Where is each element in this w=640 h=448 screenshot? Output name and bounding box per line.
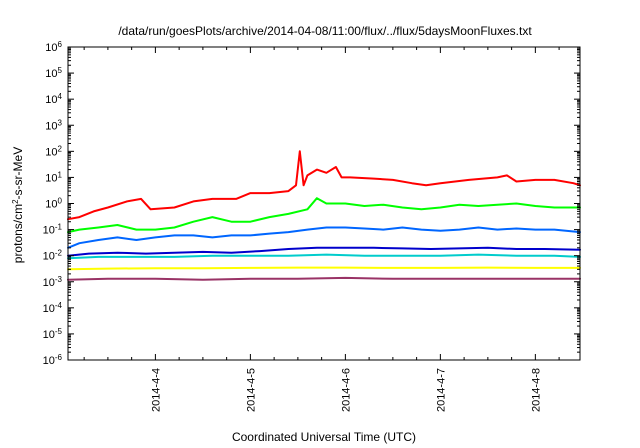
y-tick-label: 103	[45, 118, 62, 133]
y-tick-label-exponent: -4	[55, 300, 63, 309]
y-tick-label: 104	[45, 92, 62, 107]
y-tick-label-base: 10	[45, 94, 57, 106]
series-line	[67, 197, 581, 234]
y-axis-ticks: 10-610-510-410-310-210-11001011021031041…	[43, 40, 580, 368]
y-tick-label-exponent: 0	[58, 196, 63, 205]
y-tick-label-exponent: 5	[58, 66, 63, 75]
y-tick-label: 10-4	[43, 300, 63, 315]
y-tick-label-exponent: -3	[55, 274, 63, 283]
y-tick-label: 105	[45, 66, 62, 81]
y-tick-label-base: 10	[45, 68, 57, 80]
chart-title: /data/run/goesPlots/archive/2014-04-08/1…	[118, 24, 532, 38]
series-line	[67, 253, 581, 260]
x-tick-label: 2014-4-6	[340, 368, 352, 412]
series-line	[67, 266, 581, 271]
x-tick-label: 2014-4-8	[530, 368, 542, 412]
y-tick-label-exponent: 2	[58, 144, 63, 153]
y-tick-label-exponent: 6	[58, 40, 63, 49]
y-tick-label-base: 10	[43, 251, 55, 263]
series-line	[67, 276, 581, 281]
y-tick-label-base: 10	[43, 225, 55, 237]
y-tick-label-exponent: -1	[55, 222, 63, 231]
y-tick-label-exponent: -6	[55, 353, 63, 362]
y-tick-label-base: 10	[43, 329, 55, 341]
y-axis-label-exponent: 2	[11, 199, 20, 204]
y-tick-label-base: 10	[43, 277, 55, 289]
series-line	[67, 246, 581, 257]
x-tick-label: 2014-4-7	[435, 368, 447, 412]
y-tick-label: 100	[45, 196, 62, 211]
y-axis-label: protons/cm2-s-sr-MeV	[11, 147, 26, 263]
y-tick-label-base: 10	[45, 120, 57, 132]
y-tick-label-exponent: 4	[58, 92, 63, 101]
y-tick-label-exponent: 3	[58, 118, 63, 127]
y-tick-label-exponent: -5	[55, 326, 63, 335]
y-tick-label-exponent: -2	[55, 248, 63, 257]
y-tick-label-base: 10	[45, 199, 57, 211]
y-tick-label: 10-5	[43, 326, 63, 341]
series-line	[67, 150, 581, 221]
y-tick-label-exponent: 1	[58, 170, 63, 179]
x-tick-label: 2014-4-4	[150, 368, 162, 412]
y-tick-label-base: 10	[45, 172, 57, 184]
y-tick-label: 10-6	[43, 353, 63, 368]
y-axis-label-unit: -s-sr-MeV	[11, 147, 25, 200]
y-tick-label: 102	[45, 144, 62, 159]
y-tick-label-base: 10	[43, 303, 55, 315]
y-tick-label: 10-2	[43, 248, 63, 263]
y-tick-label-base: 10	[45, 146, 57, 158]
y-tick-label: 106	[45, 40, 62, 55]
x-axis-ticks: 2014-4-4 2014-4-5 2014-4-6 2014-4-7 2014-4-8	[83, 47, 560, 412]
x-tick-label: 2014-4-5	[245, 368, 257, 412]
series-line	[67, 226, 581, 249]
y-tick-label: 101	[45, 170, 62, 185]
y-tick-label: 10-1	[43, 222, 63, 237]
y-axis-label-base: protons/cm	[11, 204, 25, 263]
y-tick-label-base: 10	[45, 42, 57, 54]
y-tick-label-base: 10	[43, 355, 55, 367]
plot-series	[67, 150, 581, 281]
x-axis-label: Coordinated Universal Time (UTC)	[232, 430, 416, 444]
y-tick-label: 10-3	[43, 274, 63, 289]
